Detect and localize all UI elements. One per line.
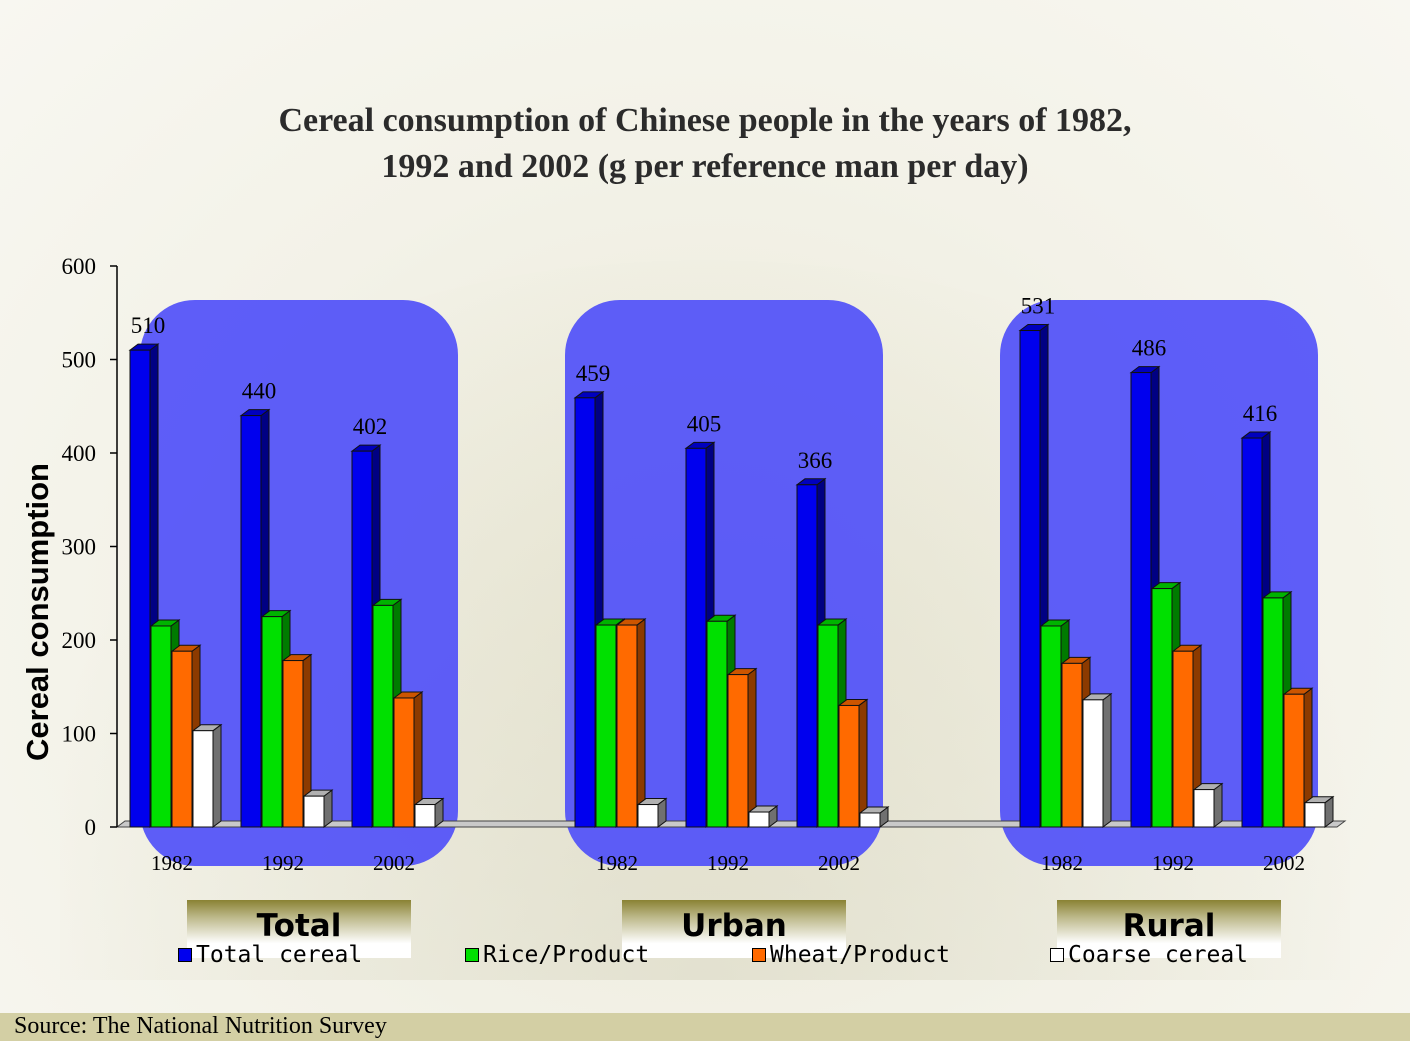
bar-total-1982-wheat-product xyxy=(171,650,193,828)
bar-urban-1982-rice-product xyxy=(595,624,617,828)
legend-swatch-coarse-cereal xyxy=(1050,948,1064,962)
bar-total-2002-total-cereal xyxy=(351,450,373,828)
bar-rural-1992-wheat-product xyxy=(1172,650,1194,828)
legend-swatch-total-cereal xyxy=(178,948,192,962)
bar-total-1992-wheat-product xyxy=(282,660,304,828)
y-tick-label-0: 0 xyxy=(85,815,97,840)
bar-urban-1982-total-cereal xyxy=(574,397,596,828)
bar-rural-1982-coarse-cereal xyxy=(1082,699,1104,828)
x-tick-label-urban-1982: 1982 xyxy=(596,851,638,875)
legend-swatch-wheat-product xyxy=(752,948,766,962)
bar-total-1982-coarse-cereal-side xyxy=(212,723,222,828)
bar-urban-1992-wheat-product xyxy=(727,674,749,828)
legend-item-coarse-cereal: Coarse cereal xyxy=(1050,942,1248,968)
y-tick-label-600: 600 xyxy=(62,254,97,279)
x-tick-label-rural-1982: 1982 xyxy=(1041,851,1083,875)
legend-label-rice-product: Rice/Product xyxy=(483,942,650,968)
bar-urban-1992-coarse-cereal xyxy=(748,811,770,828)
bar-rural-2002-total-cereal xyxy=(1241,437,1263,828)
bar-urban-2002-total-cereal xyxy=(796,484,818,828)
y-tick-label-400: 400 xyxy=(62,441,97,466)
bar-rural-2002-coarse-cereal xyxy=(1304,802,1326,828)
x-tick-label-urban-2002: 2002 xyxy=(818,851,860,875)
bar-total-2002-rice-product xyxy=(372,604,394,828)
data-label-rural-1992: 486 xyxy=(1132,336,1167,361)
data-label-rural-1982: 531 xyxy=(1021,294,1056,319)
data-label-total-2002: 402 xyxy=(353,414,388,439)
chart-title: Cereal consumption of Chinese people in … xyxy=(0,98,1410,190)
x-tick-label-total-1982: 1982 xyxy=(151,851,193,875)
bar-total-1982-rice-product xyxy=(150,625,172,828)
bar-total-1982-coarse-cereal xyxy=(192,730,214,828)
y-tick-label-200: 200 xyxy=(62,628,97,653)
y-tick-label-100: 100 xyxy=(62,722,97,747)
bar-rural-2002-wheat-product xyxy=(1283,693,1305,828)
bar-urban-1982-wheat-product xyxy=(616,624,638,828)
legend-item-total-cereal: Total cereal xyxy=(178,942,362,968)
data-label-urban-1982: 459 xyxy=(576,361,611,386)
bar-rural-1992-total-cereal xyxy=(1130,372,1152,828)
bar-urban-2002-wheat-product xyxy=(838,704,860,828)
bar-urban-2002-wheat-product-side xyxy=(858,698,868,828)
legend-label-coarse-cereal: Coarse cereal xyxy=(1068,942,1249,968)
bar-urban-1992-total-cereal xyxy=(685,447,707,828)
group-label-urban: Urban xyxy=(622,900,846,958)
bar-rural-1992-coarse-cereal-side xyxy=(1213,782,1223,828)
bar-total-1982-total-cereal xyxy=(129,349,151,828)
bar-urban-1992-wheat-product-side xyxy=(747,667,757,828)
chart-title-line-2: 1992 and 2002 (g per reference man per d… xyxy=(381,148,1029,185)
bar-rural-2002-rice-product xyxy=(1262,597,1284,828)
bar-rural-1982-coarse-cereal-side xyxy=(1102,692,1112,828)
x-tick-label-rural-2002: 2002 xyxy=(1263,851,1305,875)
bar-rural-1992-coarse-cereal xyxy=(1193,789,1215,828)
bar-total-1992-rice-product xyxy=(261,616,283,828)
x-tick-label-total-1992: 1992 xyxy=(262,851,304,875)
bar-urban-1982-coarse-cereal xyxy=(637,804,659,828)
bar-urban-1992-rice-product xyxy=(706,620,728,828)
legend-swatch-rice-product xyxy=(465,948,479,962)
data-label-urban-2002: 366 xyxy=(798,448,833,473)
data-label-rural-2002: 416 xyxy=(1243,401,1278,426)
bar-urban-1982-wheat-product-side xyxy=(636,618,646,828)
chart-title-line-1: Cereal consumption of Chinese people in … xyxy=(278,102,1132,139)
bar-total-1992-total-cereal xyxy=(240,415,262,828)
legend-item-rice-product: Rice/Product xyxy=(465,942,649,968)
data-label-urban-1992: 405 xyxy=(687,411,722,436)
bar-rural-1992-rice-product xyxy=(1151,588,1173,828)
bar-rural-1982-total-cereal xyxy=(1019,330,1041,828)
bar-total-1992-coarse-cereal xyxy=(303,795,325,828)
bar-total-2002-coarse-cereal xyxy=(414,804,436,828)
bar-urban-2002-rice-product xyxy=(817,624,839,828)
source-note: Source: The National Nutrition Survey xyxy=(0,1013,1410,1041)
legend-item-wheat-product: Wheat/Product xyxy=(752,942,950,968)
group-label-rural: Rural xyxy=(1057,900,1281,958)
data-label-total-1992: 440 xyxy=(242,379,277,404)
y-tick-label-300: 300 xyxy=(62,535,97,560)
bar-urban-2002-coarse-cereal xyxy=(859,812,881,828)
x-tick-label-urban-1992: 1992 xyxy=(707,851,749,875)
bar-rural-1982-wheat-product xyxy=(1061,662,1083,828)
group-label-total: Total xyxy=(187,900,411,958)
data-label-total-1982: 510 xyxy=(131,313,166,338)
bar-total-2002-wheat-product xyxy=(393,697,415,828)
legend-label-wheat-product: Wheat/Product xyxy=(770,942,951,968)
x-tick-label-rural-1992: 1992 xyxy=(1152,851,1194,875)
bar-rural-1982-rice-product xyxy=(1040,625,1062,828)
legend-label-total-cereal: Total cereal xyxy=(196,942,363,968)
y-tick-label-500: 500 xyxy=(62,348,97,373)
x-tick-label-total-2002: 2002 xyxy=(373,851,415,875)
